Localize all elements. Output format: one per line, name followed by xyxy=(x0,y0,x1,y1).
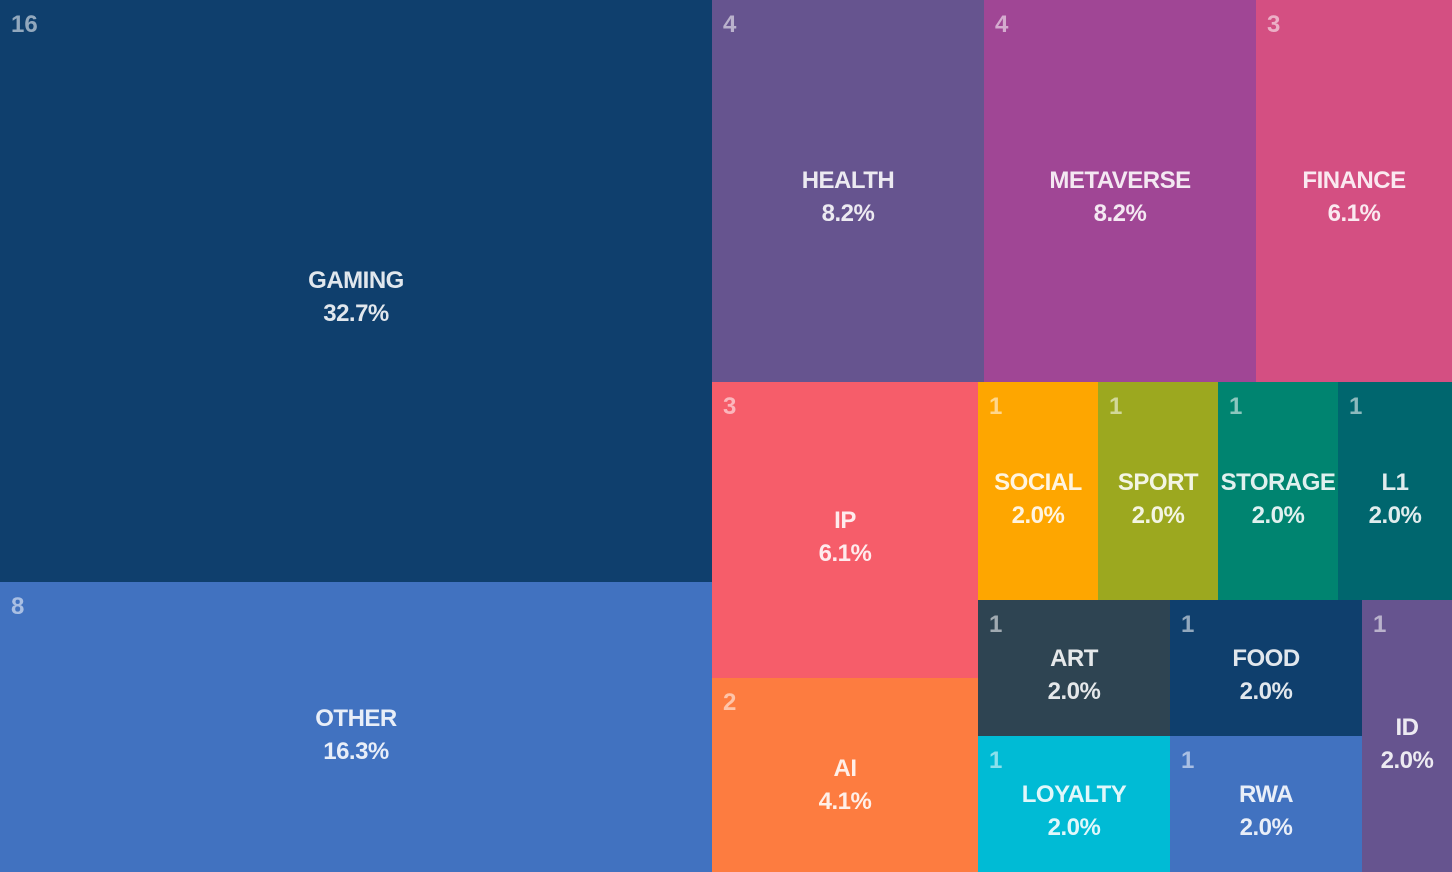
treemap-tile-art[interactable]: 1 ART 2.0% xyxy=(978,600,1170,736)
tile-percent: 2.0% xyxy=(1239,814,1293,841)
treemap-tile-food[interactable]: 1 FOOD 2.0% xyxy=(1170,600,1362,736)
tile-percent: 2.0% xyxy=(1368,502,1422,529)
tile-count: 1 xyxy=(1373,611,1387,638)
tile-label: FINANCE xyxy=(1302,167,1406,194)
tile-count: 8 xyxy=(11,593,25,620)
tile-count: 1 xyxy=(1181,747,1195,774)
tile-percent: 2.0% xyxy=(1047,678,1101,705)
tile-percent: 2.0% xyxy=(1047,814,1101,841)
tile-count: 3 xyxy=(723,393,737,420)
tile-percent: 2.0% xyxy=(1380,747,1434,774)
tile-percent: 6.1% xyxy=(1327,200,1381,227)
treemap-tile-other[interactable]: 8 OTHER 16.3% xyxy=(0,582,712,872)
tile-count: 1 xyxy=(1181,611,1195,638)
treemap-tile-storage[interactable]: 1 STORAGE 2.0% xyxy=(1218,382,1338,600)
tile-percent: 2.0% xyxy=(1131,502,1185,529)
tile-label: SPORT xyxy=(1117,469,1199,496)
tile-percent: 2.0% xyxy=(1011,502,1065,529)
tile-count: 1 xyxy=(1229,393,1243,420)
tile-count: 4 xyxy=(995,11,1009,38)
treemap-tile-ai[interactable]: 2 AI 4.1% xyxy=(712,678,978,872)
tile-count: 4 xyxy=(723,11,737,38)
treemap-tile-social[interactable]: 1 SOCIAL 2.0% xyxy=(978,382,1098,600)
tile-label: ID xyxy=(1395,714,1420,741)
treemap-tile-loyalty[interactable]: 1 LOYALTY 2.0% xyxy=(978,736,1170,872)
tile-count: 1 xyxy=(989,393,1003,420)
tile-percent: 6.1% xyxy=(818,540,872,567)
tile-count: 1 xyxy=(989,611,1003,638)
treemap-tile-finance[interactable]: 3 FINANCE 6.1% xyxy=(1256,0,1452,382)
tile-percent: 8.2% xyxy=(1093,200,1147,227)
tile-label: HEALTH xyxy=(801,167,895,194)
tile-percent: 32.7% xyxy=(323,300,389,327)
tile-label: SOCIAL xyxy=(994,469,1082,496)
tile-percent: 2.0% xyxy=(1239,678,1293,705)
treemap-tile-health[interactable]: 4 HEALTH 8.2% xyxy=(712,0,984,382)
tile-label: AI xyxy=(833,755,858,782)
tile-count: 16 xyxy=(11,11,38,38)
tile-percent: 8.2% xyxy=(821,200,875,227)
tile-label: LOYALTY xyxy=(1021,781,1127,808)
tile-label: RWA xyxy=(1238,781,1294,808)
tile-percent: 2.0% xyxy=(1251,502,1305,529)
tile-label: FOOD xyxy=(1232,645,1300,672)
treemap-tile-metaverse[interactable]: 4 METAVERSE 8.2% xyxy=(984,0,1256,382)
tile-count: 1 xyxy=(1349,393,1363,420)
tile-label: OTHER xyxy=(315,705,397,732)
treemap-tile-l1[interactable]: 1 L1 2.0% xyxy=(1338,382,1452,600)
tile-count: 3 xyxy=(1267,11,1281,38)
treemap-tile-gaming[interactable]: 16 GAMING 32.7% xyxy=(0,0,712,582)
treemap-tile-rwa[interactable]: 1 RWA 2.0% xyxy=(1170,736,1362,872)
tile-percent: 16.3% xyxy=(323,738,389,765)
tile-label: IP xyxy=(834,507,856,534)
tile-percent: 4.1% xyxy=(818,788,872,815)
tile-count: 2 xyxy=(723,689,737,716)
treemap-tile-sport[interactable]: 1 SPORT 2.0% xyxy=(1098,382,1218,600)
tile-count: 1 xyxy=(989,747,1003,774)
tile-label: STORAGE xyxy=(1220,469,1336,496)
tile-label: ART xyxy=(1050,645,1098,672)
tile-count: 1 xyxy=(1109,393,1123,420)
tile-label: GAMING xyxy=(308,267,404,294)
tile-label: L1 xyxy=(1381,469,1409,496)
treemap-tile-ip[interactable]: 3 IP 6.1% xyxy=(712,382,978,678)
tile-label: METAVERSE xyxy=(1049,167,1191,194)
treemap-tile-id[interactable]: 1 ID 2.0% xyxy=(1362,600,1452,872)
